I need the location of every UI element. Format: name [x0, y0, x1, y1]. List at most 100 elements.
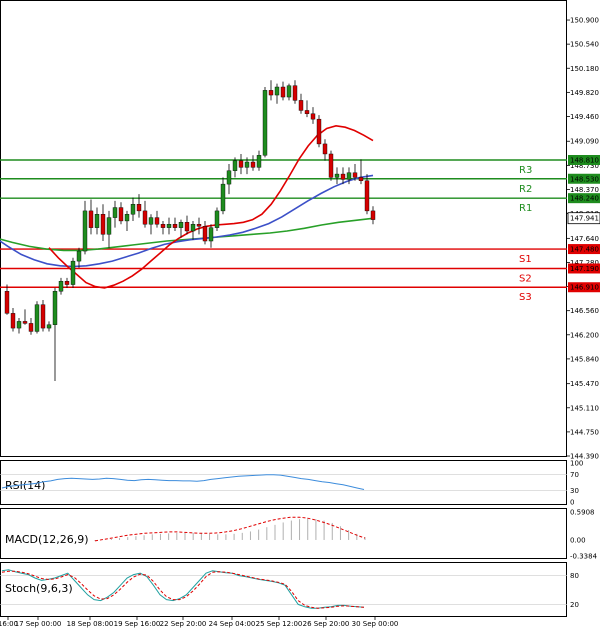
macd-tick-label: -0.3384 — [570, 553, 598, 561]
stoch-tick-label: 80 — [570, 572, 579, 580]
time-tick-label: 30 Sep 00:00 — [352, 620, 399, 628]
price-tick-label: 148.370 — [570, 186, 599, 194]
candle-body — [316, 118, 322, 145]
candle-body — [178, 222, 184, 228]
candle-body — [286, 85, 292, 98]
candle-body — [124, 214, 130, 222]
candle-body — [130, 203, 136, 215]
rsi-tick-label: 30 — [570, 487, 579, 495]
level-name-r1: R1 — [519, 203, 532, 214]
rsi-label: RSI(14) — [5, 479, 45, 492]
price-tick-label: 149.090 — [570, 138, 599, 146]
price-tick-label: 150.900 — [570, 17, 599, 25]
candle-body — [226, 170, 232, 185]
level-tag-box — [568, 263, 600, 274]
price-tick-label: 145.470 — [570, 380, 599, 388]
level-name-r3: R3 — [519, 165, 532, 176]
candle-body — [202, 226, 208, 242]
level-tag-r1: 148.240 — [570, 195, 599, 203]
candle-body — [346, 172, 352, 180]
candle-body — [352, 172, 358, 178]
price-tick-label: 144.750 — [570, 428, 599, 436]
time-tick-label: 24 Sep 04:00 — [209, 620, 256, 628]
level-tag-box — [568, 155, 600, 165]
candle-body — [16, 321, 22, 329]
price-tick-label: 147.280 — [570, 259, 599, 267]
candle-body — [274, 86, 280, 96]
price-tick-label: 147.640 — [570, 235, 599, 243]
price-tick-label: 149.460 — [570, 113, 599, 121]
level-name-s3: S3 — [519, 292, 532, 303]
candle-body — [340, 173, 346, 180]
candle-body — [112, 207, 118, 218]
level-name-r2: R2 — [519, 184, 532, 195]
macd-label: MACD(12,26,9) — [5, 533, 89, 546]
candle-body — [370, 210, 376, 220]
candle-body — [250, 161, 256, 168]
macd-tick-label: 0.00 — [570, 536, 586, 544]
stoch-d-line — [1, 570, 365, 609]
candle-body — [118, 207, 124, 222]
candle-body — [64, 281, 70, 285]
candle-body — [328, 153, 334, 178]
candle-body — [304, 110, 310, 114]
candle-body — [268, 90, 274, 96]
candle-body — [148, 217, 154, 225]
stoch-tick-label: 20 — [570, 601, 579, 609]
time-tick-label: 19 Sep 16:00 — [114, 620, 161, 628]
level-tag-box — [568, 282, 600, 293]
current-price-tag: 147.941 — [567, 212, 600, 225]
candle-body — [292, 85, 298, 101]
price-tick-label: 144.390 — [570, 453, 599, 461]
level-tag-s2: 147.190 — [570, 265, 599, 273]
level-tag-r3: 148.810 — [570, 157, 599, 165]
price-tick-label: 149.820 — [570, 89, 599, 97]
rsi-line — [1, 474, 365, 490]
time-tick-label: 26 Sep 20:00 — [303, 620, 350, 628]
candle-body — [106, 217, 112, 235]
price-tick-label: 150.180 — [570, 65, 599, 73]
moving-averages — [0, 124, 374, 289]
level-tag-box — [568, 244, 600, 255]
candle-body — [310, 113, 316, 120]
candle-body — [262, 90, 268, 156]
time-tick-label: 17 Sep 00:00 — [15, 620, 62, 628]
macd-signal-line — [94, 516, 366, 542]
candle-body — [136, 203, 142, 212]
candle-body — [52, 291, 58, 325]
candle-body — [256, 155, 262, 168]
candle-body — [184, 222, 190, 232]
candle-body — [214, 210, 220, 228]
sma-blue-line — [0, 174, 374, 268]
stoch-panel-frame — [0, 562, 567, 617]
candle-body — [22, 321, 28, 324]
price-tick-label: 150.540 — [570, 41, 599, 49]
rsi-tick-label: 100 — [570, 460, 583, 468]
time-tick-label: 22 Sep 20:00 — [160, 620, 207, 628]
candle-body — [40, 304, 46, 329]
level-name-s2: S2 — [519, 273, 532, 284]
candle-body — [88, 210, 94, 228]
candle-body — [160, 224, 166, 228]
price-axis: 150.900 150.540 150.180 149.820 149.460 149.0… — [567, 17, 599, 461]
level-tag-s3: 146.910 — [570, 284, 599, 292]
candle-body — [94, 214, 100, 228]
current-price-label: 147.941 — [570, 215, 599, 223]
candle-body — [34, 304, 40, 332]
price-tick-label: 145.110 — [570, 404, 599, 412]
candle-body — [244, 161, 250, 168]
level-name-s1: S1 — [519, 254, 532, 265]
level-tag-box — [568, 173, 600, 184]
time-tick-label: 25 Sep 12:00 — [256, 620, 303, 628]
rsi-tick-label: 0 — [570, 499, 574, 507]
candle-body — [196, 224, 202, 227]
stoch-panel: Stoch(9,6,3) 80 20 — [0, 569, 579, 609]
rsi-tick-label: 70 — [570, 471, 579, 479]
stoch-k-line — [1, 569, 365, 609]
level-tag-s1: 147.480 — [570, 246, 599, 254]
candle-body — [76, 250, 82, 262]
candle-body — [358, 177, 364, 181]
candlesticks — [4, 80, 376, 381]
